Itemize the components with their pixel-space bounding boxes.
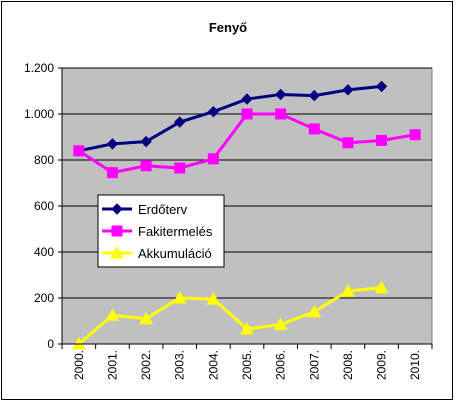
- legend-label: Fakitermelés: [138, 224, 213, 239]
- data-point: [206, 292, 221, 305]
- data-point: [106, 167, 118, 179]
- legend: Erdőterv Fakitermelés Akkumuláció: [97, 194, 225, 268]
- data-point: [241, 108, 253, 120]
- y-tick-label: 800: [34, 153, 54, 167]
- legend-label: Erdőterv: [138, 202, 188, 217]
- data-point: [342, 84, 354, 96]
- y-tick-label: 1.200: [24, 61, 54, 75]
- data-point: [308, 123, 320, 135]
- y-tick-label: 200: [34, 291, 54, 305]
- legend-label: Akkumuláció: [138, 246, 212, 261]
- data-point: [376, 134, 388, 146]
- data-point: [174, 116, 186, 128]
- data-point: [274, 88, 287, 101]
- legend-marker: [111, 225, 123, 237]
- data-point: [105, 308, 120, 321]
- data-point: [375, 80, 388, 93]
- legend-marker: [110, 245, 124, 259]
- data-point: [140, 160, 152, 172]
- x-tick-label: 2008.: [341, 350, 355, 380]
- series-line: [78, 84, 382, 153]
- data-point: [174, 162, 186, 174]
- x-tick-label: 2010.: [408, 350, 422, 380]
- x-tick-label: 2002.: [139, 350, 153, 380]
- data-point: [308, 89, 320, 102]
- data-point: [341, 284, 355, 297]
- data-point: [409, 129, 421, 141]
- y-tick-label: 600: [34, 199, 54, 213]
- y-tick-label: 1.000: [24, 107, 54, 121]
- data-point: [106, 138, 119, 150]
- axes: 0 200 400 600 800 1.000 1.200 2000. 2001. 2002. 20…: [24, 61, 433, 380]
- y-tick-label: 0: [47, 337, 54, 351]
- x-tick-label: 2007.: [307, 350, 321, 380]
- data-point: [342, 137, 354, 149]
- data-point: [374, 280, 389, 294]
- x-tick-label: 2004.: [206, 350, 220, 380]
- data-point: [307, 304, 322, 318]
- x-tick-label: 2000.: [72, 350, 86, 380]
- data-point: [172, 290, 187, 304]
- x-tick-label: 2006.: [274, 350, 288, 380]
- chart-title: Fenyő: [209, 20, 247, 35]
- data-point: [241, 93, 253, 105]
- data-point: [273, 317, 288, 330]
- series-1: [73, 108, 421, 179]
- x-tick-label: 2005.: [240, 350, 254, 380]
- x-tick-label: 2001.: [105, 350, 119, 380]
- data-point: [73, 145, 85, 157]
- x-tick-label: 2003.: [173, 350, 187, 380]
- data-point: [140, 135, 152, 148]
- data-point: [207, 153, 219, 165]
- data-point: [275, 108, 287, 120]
- data-point: [139, 311, 153, 325]
- y-tick-label: 400: [34, 245, 54, 259]
- data-point: [207, 105, 220, 118]
- series-line: [77, 286, 382, 346]
- x-tick-label: 2009.: [375, 350, 389, 380]
- data-point: [240, 322, 254, 335]
- legend-marker: [111, 203, 123, 215]
